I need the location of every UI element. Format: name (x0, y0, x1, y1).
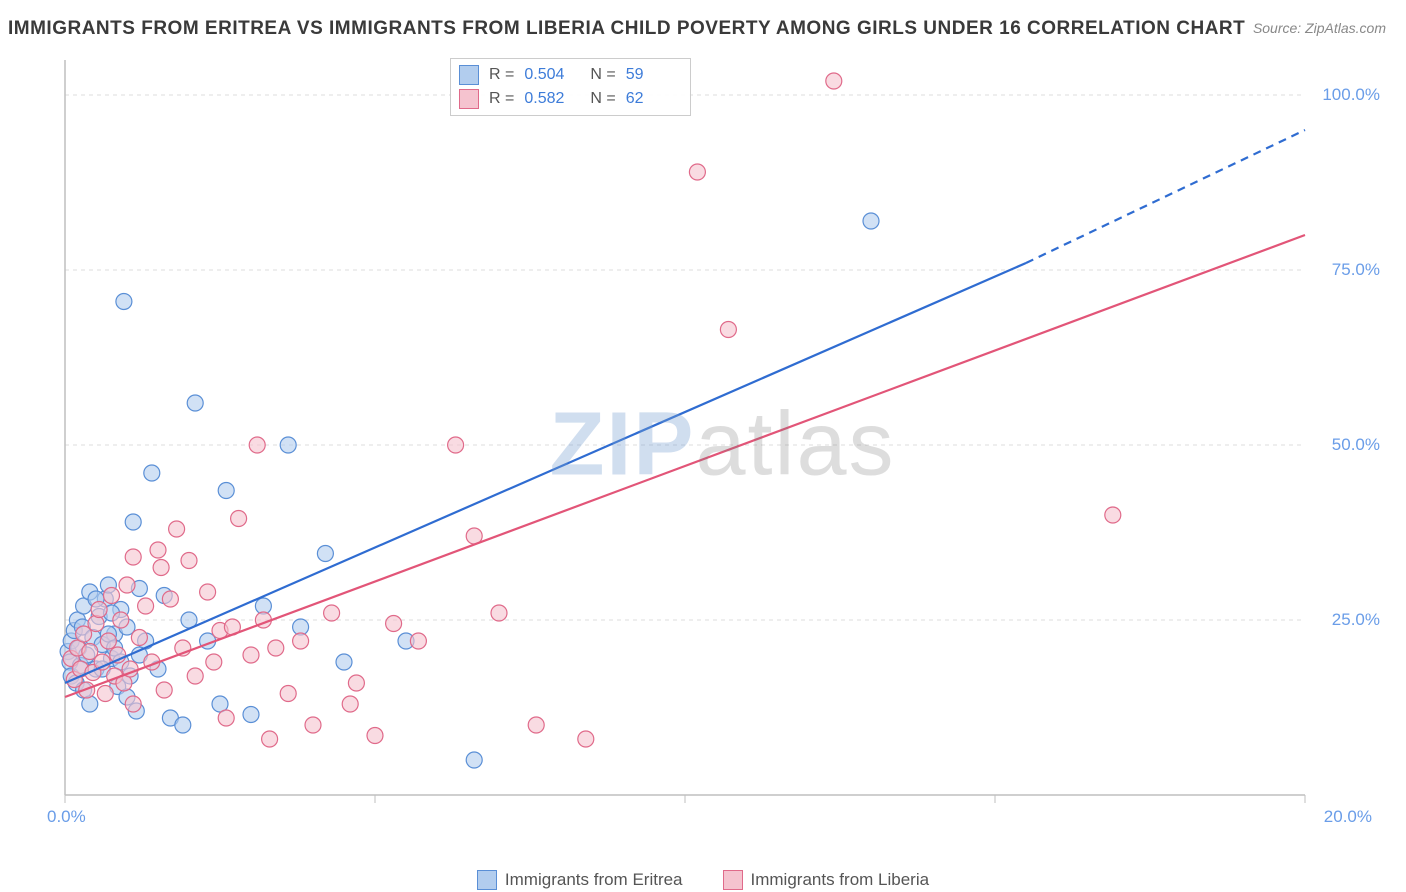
stats-legend-row: R = 0.504 N = 59 (459, 63, 682, 87)
source-attribution: Source: ZipAtlas.com (1253, 20, 1386, 36)
y-tick-label: 75.0% (1332, 260, 1380, 280)
scatter-chart (55, 55, 1390, 835)
bottom-legend-item: Immigrants from Liberia (723, 870, 930, 890)
stat-r-label: R = (489, 90, 514, 108)
stat-r-value: 0.582 (524, 90, 580, 108)
x-tick-label: 0.0% (47, 807, 86, 827)
y-tick-label: 100.0% (1322, 85, 1380, 105)
legend-swatch (459, 89, 479, 109)
legend-swatch (459, 65, 479, 85)
legend-label: Immigrants from Eritrea (505, 870, 683, 890)
stats-legend-row: R = 0.582 N = 62 (459, 87, 682, 111)
stat-n-value: 59 (626, 66, 682, 84)
bottom-legend-item: Immigrants from Eritrea (477, 870, 683, 890)
y-tick-label: 50.0% (1332, 435, 1380, 455)
legend-label: Immigrants from Liberia (751, 870, 930, 890)
chart-area: ZIPatlas 25.0%50.0%75.0%100.0%0.0%20.0% (55, 55, 1390, 835)
stat-n-label: N = (590, 90, 615, 108)
x-tick-label: 20.0% (1324, 807, 1372, 827)
chart-title: IMMIGRANTS FROM ERITREA VS IMMIGRANTS FR… (8, 18, 1245, 40)
stat-n-value: 62 (626, 90, 682, 108)
bottom-legend: Immigrants from Eritrea Immigrants from L… (0, 870, 1406, 890)
legend-swatch (477, 870, 497, 890)
stat-n-label: N = (590, 66, 615, 84)
stats-legend: R = 0.504 N = 59 R = 0.582 N = 62 (450, 58, 691, 116)
stat-r-label: R = (489, 66, 514, 84)
legend-swatch (723, 870, 743, 890)
y-tick-label: 25.0% (1332, 610, 1380, 630)
stat-r-value: 0.504 (524, 66, 580, 84)
